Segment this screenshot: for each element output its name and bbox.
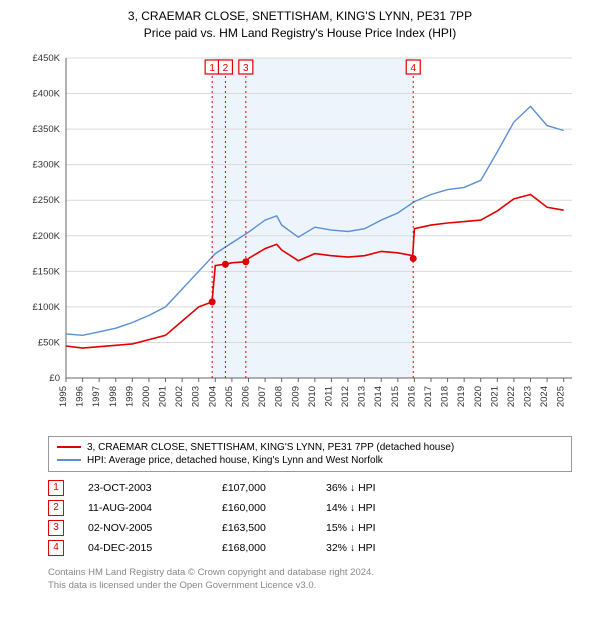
svg-text:2020: 2020	[473, 386, 484, 407]
sale-diff: 36% ↓ HPI	[326, 482, 426, 494]
legend-swatch-hpi	[57, 459, 81, 461]
svg-text:2000: 2000	[141, 386, 152, 407]
svg-text:3: 3	[243, 63, 249, 74]
svg-text:2: 2	[223, 63, 229, 74]
sale-marker-box: 1	[48, 480, 64, 496]
legend-row-hpi: HPI: Average price, detached house, King…	[57, 454, 563, 467]
sales-row: 1 23-OCT-2003 £107,000 36% ↓ HPI	[48, 478, 572, 498]
svg-text:2005: 2005	[224, 386, 235, 407]
legend-label-property: 3, CRAEMAR CLOSE, SNETTISHAM, KING'S LYN…	[87, 442, 454, 453]
attribution-line-2: This data is licensed under the Open Gov…	[48, 579, 572, 592]
svg-text:£250K: £250K	[33, 195, 61, 206]
svg-text:2017: 2017	[423, 386, 434, 407]
sale-diff: 32% ↓ HPI	[326, 542, 426, 554]
attribution-line-1: Contains HM Land Registry data © Crown c…	[48, 566, 572, 579]
sales-row: 2 11-AUG-2004 £160,000 14% ↓ HPI	[48, 498, 572, 518]
svg-text:2001: 2001	[158, 386, 169, 407]
sale-date: 11-AUG-2004	[88, 502, 198, 514]
svg-text:2007: 2007	[257, 386, 268, 407]
sales-table: 1 23-OCT-2003 £107,000 36% ↓ HPI 2 11-AUG-200…	[48, 478, 572, 558]
svg-text:2023: 2023	[523, 386, 534, 407]
sales-row: 4 04-DEC-2015 £168,000 32% ↓ HPI	[48, 538, 572, 558]
svg-text:2011: 2011	[323, 386, 334, 406]
svg-text:1: 1	[209, 63, 215, 74]
title-line-2: Price paid vs. HM Land Registry's House …	[8, 25, 592, 42]
svg-text:£350K: £350K	[33, 124, 61, 135]
sale-date: 23-OCT-2003	[88, 482, 198, 494]
svg-text:2016: 2016	[406, 386, 417, 407]
sale-price: £163,500	[222, 522, 302, 534]
svg-text:£0: £0	[49, 373, 60, 384]
sale-price: £107,000	[222, 482, 302, 494]
title-line-1: 3, CRAEMAR CLOSE, SNETTISHAM, KING'S LYN…	[8, 8, 592, 25]
svg-text:1995: 1995	[58, 386, 69, 407]
svg-text:£100K: £100K	[33, 301, 61, 312]
svg-text:2018: 2018	[440, 386, 451, 407]
svg-text:2015: 2015	[390, 386, 401, 407]
sale-marker-box: 3	[48, 520, 64, 536]
svg-text:£300K: £300K	[33, 159, 61, 170]
sale-date: 02-NOV-2005	[88, 522, 198, 534]
chart-title: 3, CRAEMAR CLOSE, SNETTISHAM, KING'S LYN…	[8, 8, 592, 42]
sale-diff: 15% ↓ HPI	[326, 522, 426, 534]
svg-text:£450K: £450K	[33, 53, 61, 64]
legend: 3, CRAEMAR CLOSE, SNETTISHAM, KING'S LYN…	[48, 436, 572, 472]
svg-text:2022: 2022	[506, 386, 517, 407]
sale-marker-box: 2	[48, 500, 64, 516]
sale-price: £160,000	[222, 502, 302, 514]
svg-text:2006: 2006	[240, 386, 251, 407]
svg-text:2008: 2008	[274, 386, 285, 407]
svg-text:2004: 2004	[207, 386, 218, 407]
price-chart: £0 £50K £100K £150K £200K £250K £300K £350K £400…	[20, 48, 580, 428]
svg-text:2002: 2002	[174, 386, 185, 407]
svg-text:2024: 2024	[539, 386, 550, 407]
sales-row: 3 02-NOV-2005 £163,500 15% ↓ HPI	[48, 518, 572, 538]
svg-text:1996: 1996	[75, 386, 86, 407]
sale-date: 04-DEC-2015	[88, 542, 198, 554]
svg-text:2003: 2003	[191, 386, 202, 407]
svg-text:2013: 2013	[357, 386, 368, 407]
svg-text:£200K: £200K	[33, 230, 61, 241]
legend-row-property: 3, CRAEMAR CLOSE, SNETTISHAM, KING'S LYN…	[57, 441, 563, 454]
svg-text:2010: 2010	[307, 386, 318, 407]
sale-diff: 14% ↓ HPI	[326, 502, 426, 514]
svg-text:2021: 2021	[489, 386, 500, 407]
svg-text:1999: 1999	[124, 386, 135, 407]
sale-marker-box: 4	[48, 540, 64, 556]
sale-price: £168,000	[222, 542, 302, 554]
attribution: Contains HM Land Registry data © Crown c…	[48, 566, 572, 593]
svg-text:1998: 1998	[108, 386, 119, 407]
legend-swatch-property	[57, 446, 81, 448]
svg-text:£150K: £150K	[33, 266, 61, 277]
svg-text:2025: 2025	[556, 386, 567, 407]
svg-text:£50K: £50K	[38, 337, 61, 348]
svg-text:2014: 2014	[373, 386, 384, 407]
svg-text:2009: 2009	[290, 386, 301, 407]
svg-text:1997: 1997	[91, 386, 102, 407]
svg-text:2012: 2012	[340, 386, 351, 407]
svg-text:2019: 2019	[456, 386, 467, 407]
svg-text:4: 4	[410, 63, 416, 74]
legend-label-hpi: HPI: Average price, detached house, King…	[87, 455, 383, 466]
svg-text:£400K: £400K	[33, 88, 61, 99]
